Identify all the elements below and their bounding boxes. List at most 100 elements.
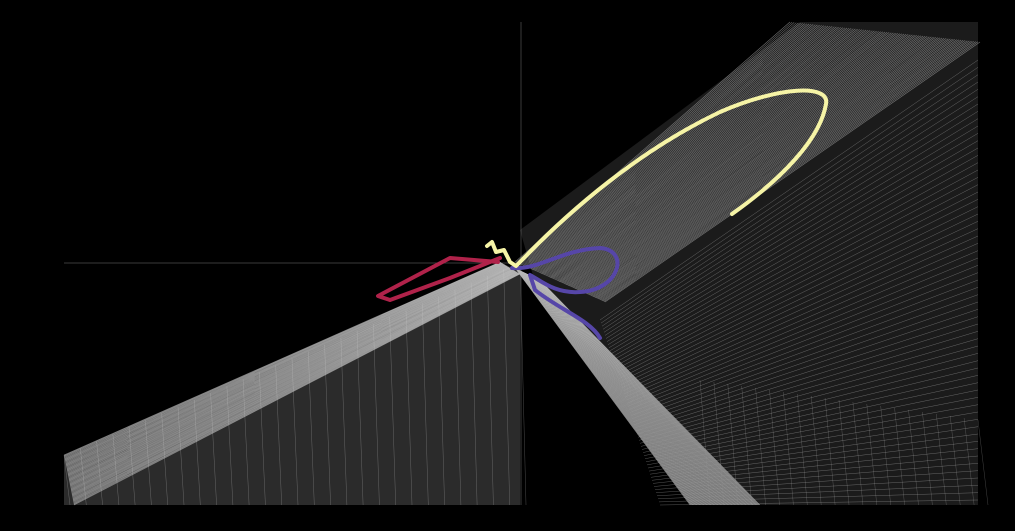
mesh-line bbox=[633, 309, 979, 426]
mesh-line bbox=[599, 59, 979, 321]
mesh-line bbox=[563, 32, 894, 285]
mesh-line bbox=[521, 271, 710, 506]
mesh-line bbox=[595, 39, 962, 299]
mesh-line bbox=[797, 393, 808, 506]
mesh-line bbox=[66, 264, 506, 468]
mesh-line bbox=[617, 191, 979, 376]
mesh-line bbox=[566, 33, 900, 286]
mesh-line bbox=[559, 31, 886, 283]
mesh-line bbox=[551, 29, 869, 279]
mesh-line bbox=[520, 270, 706, 506]
mesh-line bbox=[601, 74, 979, 327]
mesh-line bbox=[72, 271, 517, 497]
mesh-line bbox=[636, 331, 979, 435]
mesh-line bbox=[454, 289, 462, 506]
mesh-line bbox=[525, 273, 721, 506]
mesh-line bbox=[67, 265, 507, 472]
mesh-line bbox=[550, 29, 867, 279]
mesh-line bbox=[603, 89, 979, 333]
mesh-line bbox=[542, 27, 850, 275]
mesh-line bbox=[503, 268, 510, 506]
mesh-line bbox=[547, 29, 860, 277]
mesh-line bbox=[562, 32, 892, 284]
mesh-line bbox=[533, 276, 742, 506]
mesh-line bbox=[594, 39, 960, 298]
mesh-line bbox=[66, 265, 506, 469]
mesh-line bbox=[602, 81, 979, 330]
mesh-line bbox=[524, 272, 717, 506]
mesh-line bbox=[70, 269, 514, 490]
mesh-line bbox=[570, 34, 909, 288]
mesh-line bbox=[242, 379, 250, 506]
mesh-line bbox=[65, 264, 505, 466]
mesh-line bbox=[527, 274, 727, 506]
mesh-line bbox=[522, 271, 713, 506]
mesh-line bbox=[578, 35, 926, 291]
mesh-line bbox=[67, 266, 508, 474]
mesh-line bbox=[291, 358, 299, 506]
mesh-line bbox=[373, 323, 380, 506]
mesh-line bbox=[64, 262, 502, 459]
mesh-line bbox=[523, 272, 716, 506]
mesh-line bbox=[611, 147, 979, 358]
mesh-line bbox=[68, 267, 510, 478]
mesh-line bbox=[783, 391, 794, 506]
mesh-line bbox=[591, 38, 953, 297]
mesh-line bbox=[561, 32, 890, 284]
trajectory-yellow bbox=[485, 88, 829, 268]
mesh-line bbox=[626, 257, 979, 404]
mesh-line bbox=[601, 41, 974, 301]
mesh-line bbox=[623, 235, 979, 395]
mesh-line bbox=[604, 41, 981, 303]
mesh-line bbox=[525, 24, 814, 268]
mesh-line bbox=[515, 268, 694, 506]
mesh-line bbox=[520, 270, 707, 506]
mesh-line bbox=[852, 401, 864, 506]
mesh-line bbox=[226, 386, 234, 506]
mesh-line bbox=[526, 273, 723, 506]
mesh-line bbox=[642, 375, 979, 453]
mesh-line bbox=[356, 330, 364, 506]
mesh-line bbox=[630, 287, 979, 416]
mesh-line bbox=[607, 118, 979, 345]
mesh-line bbox=[73, 273, 520, 504]
mesh-line bbox=[936, 413, 947, 506]
mesh-line bbox=[866, 403, 878, 506]
mesh-line bbox=[161, 413, 168, 506]
mesh-line bbox=[516, 268, 696, 506]
mesh-line bbox=[532, 276, 741, 506]
mesh-line bbox=[308, 351, 315, 506]
mesh-line bbox=[72, 272, 518, 499]
mesh-line bbox=[69, 268, 512, 485]
mesh-line bbox=[72, 272, 519, 501]
mesh-line bbox=[71, 270, 515, 492]
mesh-line bbox=[519, 270, 705, 506]
mesh-line bbox=[543, 28, 852, 276]
mesh-line bbox=[634, 316, 979, 429]
mesh-line bbox=[963, 417, 975, 506]
mesh-line bbox=[621, 221, 979, 389]
mesh-line bbox=[567, 33, 903, 286]
mesh-line bbox=[96, 441, 103, 506]
mesh-line bbox=[639, 353, 979, 444]
mesh-line bbox=[69, 269, 513, 486]
mesh-line bbox=[624, 243, 979, 398]
mesh-line bbox=[70, 269, 514, 489]
mesh-line bbox=[65, 264, 505, 466]
mesh-line bbox=[69, 268, 512, 483]
mesh-line bbox=[438, 296, 445, 506]
mesh-line bbox=[533, 276, 744, 506]
mesh-line bbox=[548, 29, 862, 278]
mesh-line bbox=[528, 274, 728, 506]
mesh-line bbox=[532, 276, 740, 506]
mesh-line bbox=[470, 282, 478, 506]
mesh-line bbox=[569, 33, 907, 287]
mesh-line bbox=[586, 37, 943, 295]
mesh-line bbox=[530, 275, 735, 506]
mesh-line bbox=[70, 269, 514, 488]
mesh-line bbox=[606, 111, 979, 342]
mesh-line bbox=[571, 34, 911, 288]
mesh-line bbox=[530, 25, 824, 270]
mesh-line bbox=[66, 264, 505, 467]
